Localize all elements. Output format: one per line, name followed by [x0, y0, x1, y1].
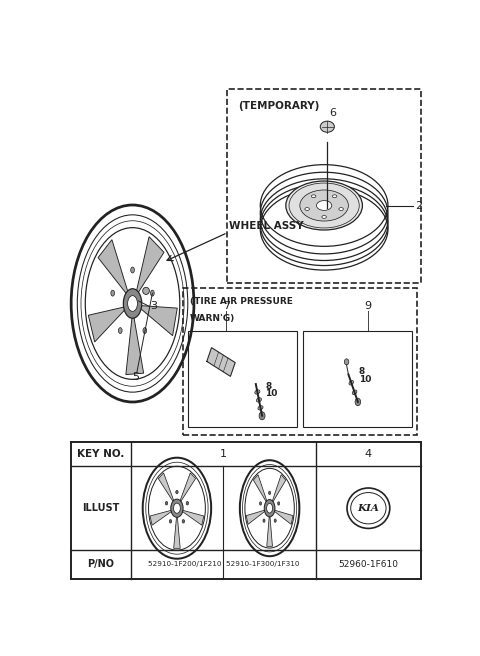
Ellipse shape — [256, 398, 262, 402]
Ellipse shape — [182, 520, 185, 523]
Ellipse shape — [123, 289, 142, 318]
Text: KIA: KIA — [358, 504, 379, 513]
Polygon shape — [207, 348, 235, 377]
Polygon shape — [88, 307, 125, 342]
Polygon shape — [267, 515, 273, 546]
Ellipse shape — [165, 501, 168, 505]
Polygon shape — [174, 515, 180, 548]
Polygon shape — [272, 475, 286, 503]
Polygon shape — [274, 510, 293, 524]
Ellipse shape — [85, 228, 180, 379]
Bar — [183, 289, 417, 435]
Ellipse shape — [131, 267, 134, 273]
Ellipse shape — [128, 296, 137, 312]
Polygon shape — [158, 473, 174, 502]
Polygon shape — [150, 510, 172, 525]
Ellipse shape — [245, 468, 294, 548]
Ellipse shape — [111, 290, 115, 296]
Ellipse shape — [355, 398, 360, 405]
Ellipse shape — [316, 201, 332, 211]
Text: 6: 6 — [329, 108, 336, 117]
Ellipse shape — [264, 500, 275, 517]
Text: 52960-1F610: 52960-1F610 — [338, 560, 398, 569]
Polygon shape — [140, 306, 177, 336]
Text: KEY NO.: KEY NO. — [77, 449, 125, 459]
Polygon shape — [126, 316, 144, 375]
Ellipse shape — [289, 183, 359, 228]
Text: ILLUST: ILLUST — [82, 503, 120, 513]
Text: 2: 2 — [415, 201, 422, 211]
Ellipse shape — [274, 519, 276, 522]
Bar — [188, 331, 297, 427]
Text: P/NO: P/NO — [87, 560, 114, 569]
Polygon shape — [180, 473, 195, 502]
Ellipse shape — [344, 359, 349, 365]
Ellipse shape — [305, 207, 309, 211]
Ellipse shape — [269, 491, 271, 495]
Ellipse shape — [176, 490, 178, 494]
Text: 10: 10 — [265, 388, 277, 398]
Bar — [228, 89, 421, 283]
Ellipse shape — [332, 195, 337, 197]
Polygon shape — [246, 510, 266, 524]
Text: 5: 5 — [132, 373, 139, 382]
Ellipse shape — [186, 501, 189, 505]
Text: 8: 8 — [359, 367, 365, 377]
Text: 4: 4 — [365, 449, 372, 459]
Polygon shape — [181, 510, 204, 525]
Ellipse shape — [173, 503, 180, 513]
Ellipse shape — [260, 502, 262, 505]
Ellipse shape — [258, 405, 263, 410]
Text: WHEEL ASSY: WHEEL ASSY — [229, 220, 303, 231]
Ellipse shape — [300, 190, 348, 221]
Ellipse shape — [169, 520, 172, 523]
Text: 10: 10 — [359, 375, 371, 384]
Text: 9: 9 — [364, 301, 372, 311]
Text: 8: 8 — [265, 382, 271, 391]
Ellipse shape — [322, 216, 326, 218]
Ellipse shape — [347, 488, 390, 529]
Polygon shape — [253, 475, 267, 503]
Ellipse shape — [352, 390, 357, 395]
Ellipse shape — [312, 195, 316, 197]
Ellipse shape — [277, 502, 280, 505]
Polygon shape — [136, 237, 164, 293]
Ellipse shape — [171, 499, 183, 518]
Ellipse shape — [151, 290, 154, 296]
Text: 3: 3 — [150, 302, 157, 312]
Ellipse shape — [119, 327, 122, 333]
Ellipse shape — [320, 121, 335, 133]
Text: 52910-1F200/1F210  52910-1F300/1F310: 52910-1F200/1F210 52910-1F300/1F310 — [147, 562, 299, 567]
Ellipse shape — [143, 327, 147, 333]
Polygon shape — [98, 239, 128, 295]
Ellipse shape — [143, 287, 149, 295]
Ellipse shape — [286, 181, 362, 230]
Ellipse shape — [266, 503, 273, 513]
Ellipse shape — [148, 466, 205, 550]
Ellipse shape — [263, 519, 265, 522]
Text: (TIRE AIR PRESSURE: (TIRE AIR PRESSURE — [190, 297, 293, 306]
Ellipse shape — [255, 390, 260, 394]
Ellipse shape — [259, 412, 265, 420]
Text: 1: 1 — [220, 449, 227, 459]
Text: WARN'G): WARN'G) — [190, 314, 236, 323]
Ellipse shape — [339, 207, 343, 211]
Ellipse shape — [349, 380, 354, 385]
Bar — [71, 442, 421, 579]
Text: (TEMPORARY): (TEMPORARY) — [239, 102, 320, 112]
Bar — [303, 331, 411, 427]
Text: 7: 7 — [223, 301, 230, 311]
